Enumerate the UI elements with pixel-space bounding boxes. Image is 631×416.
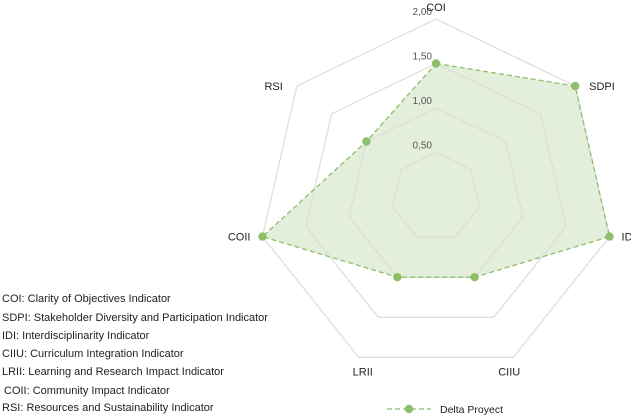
grid-ring [305, 62, 567, 318]
grid-ring [261, 18, 611, 358]
data-point-sdpi [570, 81, 580, 91]
data-point-coi [431, 59, 441, 68]
series-line [261, 62, 611, 278]
axis-label-sdpi: SDPI [589, 81, 615, 93]
axis-label-ciiu: CIIU [498, 366, 520, 378]
grid-ring [391, 151, 481, 238]
abbreviation-coi: COI: Clarity of Objectives Indicator [2, 293, 171, 305]
tick-label: 2,00 [413, 7, 433, 18]
abbreviation-coii: COII: Community Impact Indicator [4, 385, 170, 397]
data-point-rsi [362, 137, 371, 146]
tick-label: 1,00 [413, 96, 433, 107]
abbreviation-idi: IDI: Interdisciplinarity Indicator [2, 330, 150, 342]
data-point-lrii [393, 272, 402, 282]
axis-label-lrii: LRII [353, 366, 373, 378]
series-area [262, 63, 610, 278]
legend-marker [404, 404, 414, 414]
data-point-coii [258, 232, 267, 241]
data-point-idi [605, 232, 614, 241]
abbreviation-lrii: LRII: Learning and Research Impact Indic… [2, 366, 224, 378]
abbreviation-ciiu: CIIU: Curriculum Integration Indicator [2, 348, 184, 360]
axis-label-coii: COII [228, 232, 251, 244]
abbreviation-rsi: RSI: Resources and Sustainability Indica… [2, 402, 214, 414]
data-point-ciiu [470, 272, 479, 282]
tick-label: 1,50 [413, 52, 433, 63]
axis-label-coi: COI [426, 2, 446, 14]
axis-label-idi: IDI [622, 232, 631, 244]
tick-label: 0,50 [413, 141, 433, 152]
legend-label: Delta Proyect [440, 404, 503, 416]
axis-label-rsi: RSI [264, 81, 282, 93]
abbreviation-sdpi: SDPI: Stakeholder Diversity and Particip… [2, 312, 268, 324]
